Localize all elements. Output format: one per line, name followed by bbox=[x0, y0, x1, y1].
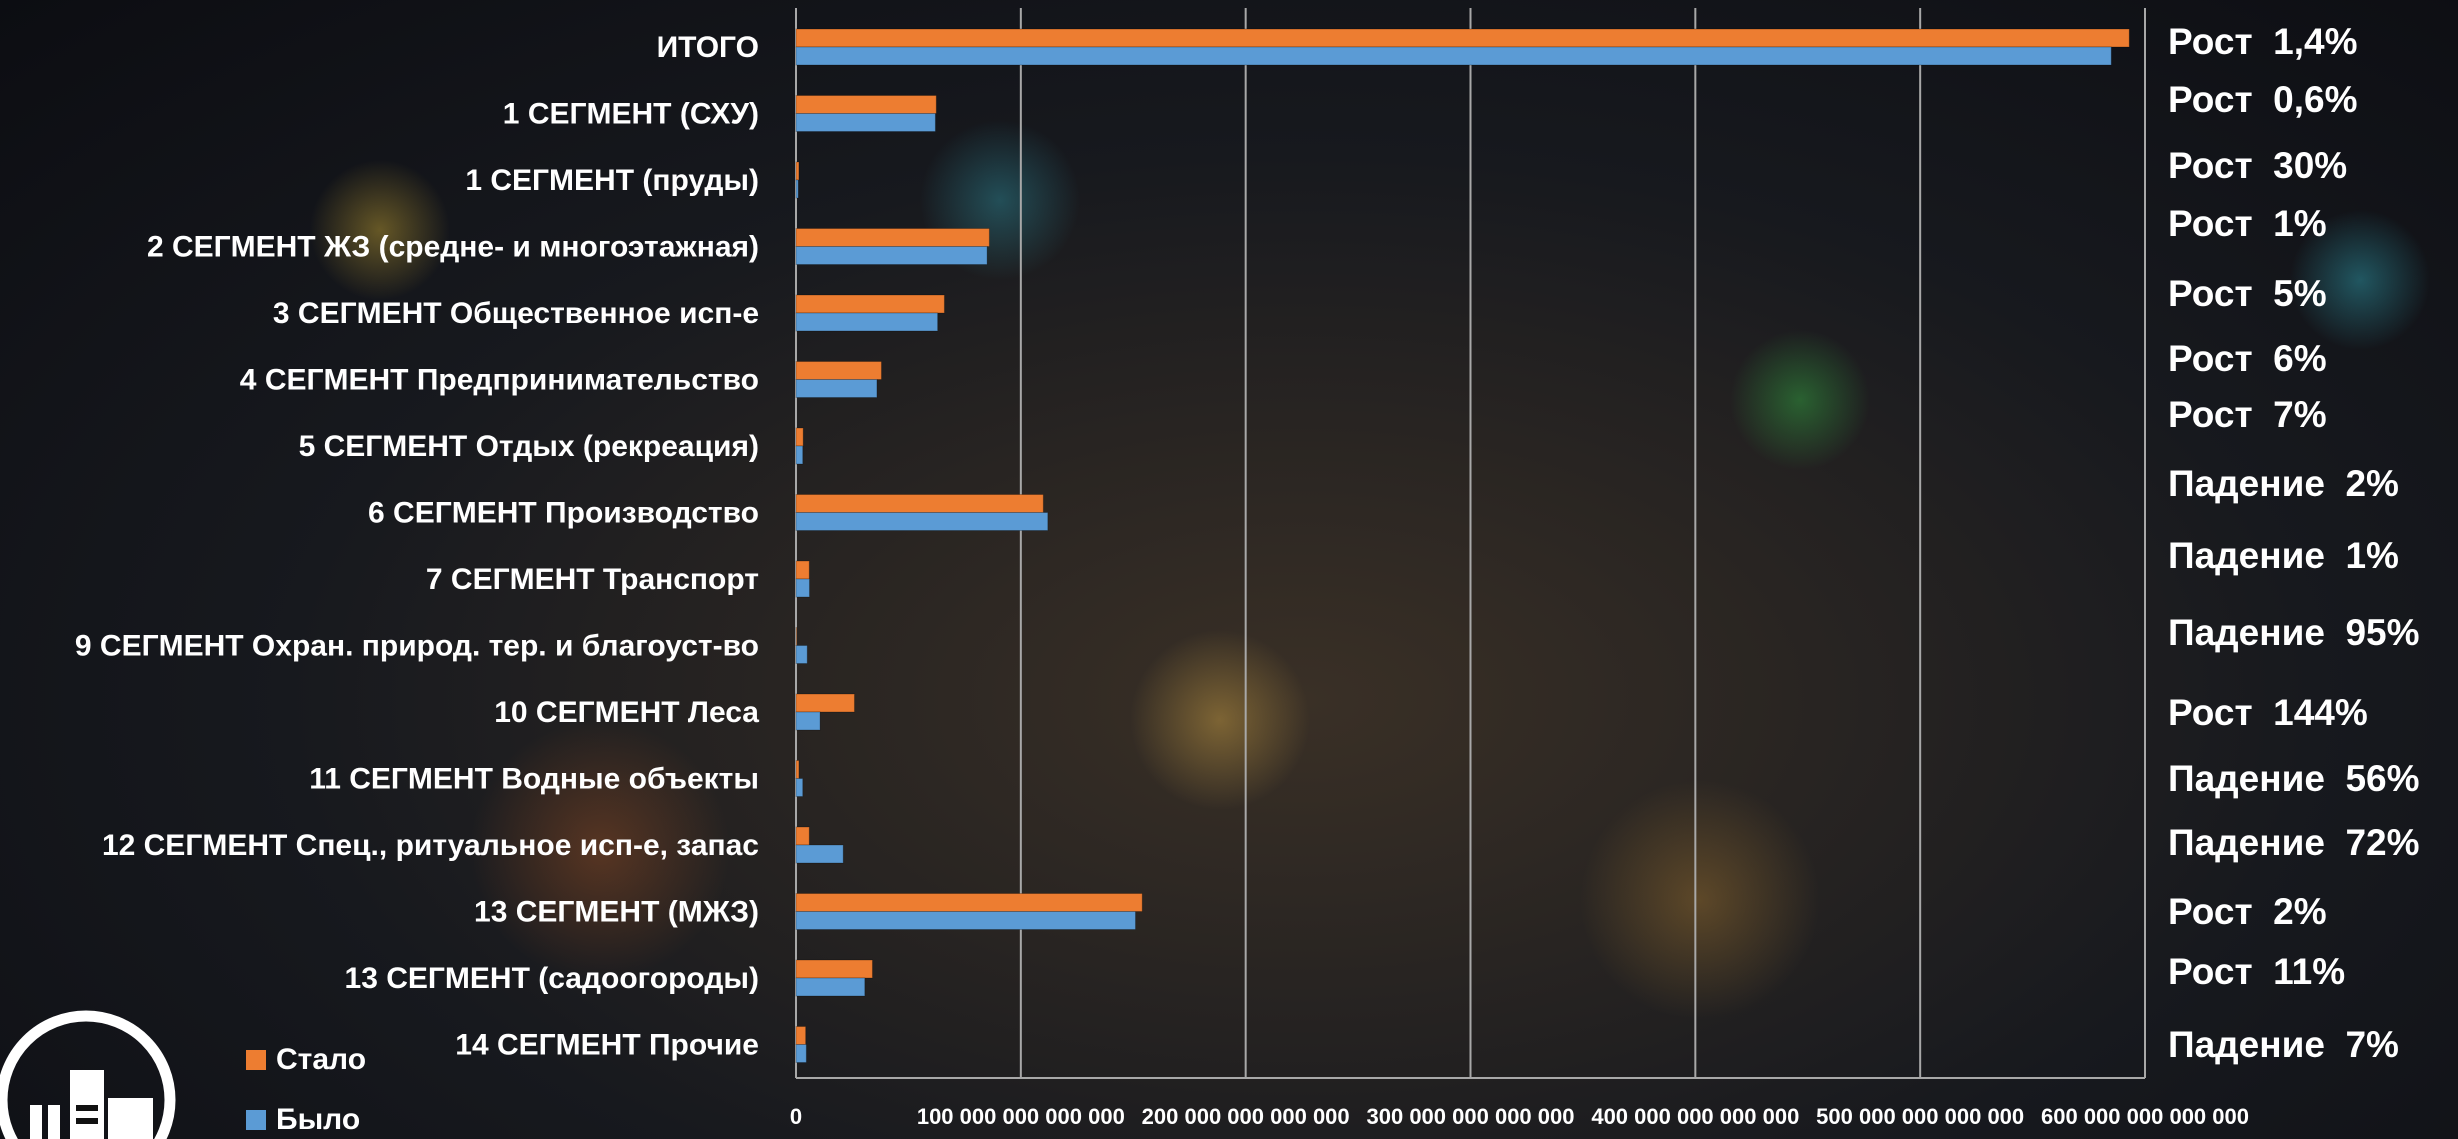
logo-shape bbox=[30, 1105, 42, 1139]
bar bbox=[796, 894, 1142, 912]
bar bbox=[796, 912, 1135, 930]
bar bbox=[796, 380, 877, 398]
chart: 0 100 000 000 000 000 200 000 000 000 000 3… bbox=[0, 0, 2458, 1139]
annotation: Рост 144% bbox=[2168, 692, 2368, 733]
annotation: Падение 56% bbox=[2168, 758, 2420, 799]
y-tick-label: 1 СЕГМЕНТ (пруды) bbox=[465, 164, 759, 197]
annotation: Рост 0,6% bbox=[2168, 79, 2357, 120]
legend-swatch bbox=[246, 1110, 266, 1130]
annotation: Рост 11% bbox=[2168, 951, 2345, 992]
y-tick-label: 14 СЕГМЕНТ Прочие bbox=[455, 1028, 759, 1061]
bar bbox=[796, 446, 803, 464]
y-tick-label: 1 СЕГМЕНТ (СХУ) bbox=[503, 97, 759, 130]
y-tick-label: 2 СЕГМЕНТ ЖЗ (средне- и многоэтажная) bbox=[147, 230, 759, 263]
y-tick-label: 13 СЕГМЕНТ (садоогороды) bbox=[345, 962, 759, 995]
bar bbox=[796, 495, 1043, 513]
bar bbox=[796, 761, 799, 779]
x-tick-label: 100 000 000 000 000 bbox=[917, 1104, 1125, 1129]
bar bbox=[796, 313, 938, 331]
y-tick-label: 4 СЕГМЕНТ Предпринимательство bbox=[240, 363, 759, 396]
annotation: Рост 30% bbox=[2168, 145, 2347, 186]
bar bbox=[796, 428, 803, 446]
annotation: Рост 5% bbox=[2168, 273, 2327, 314]
y-tick-label: 5 СЕГМЕНТ Отдых (рекреация) bbox=[299, 430, 759, 463]
annotation: Падение 95% bbox=[2168, 612, 2420, 653]
bar bbox=[796, 845, 843, 863]
y-tick-label: 12 СЕГМЕНТ Спец., ритуальное исп-е, запа… bbox=[102, 829, 759, 862]
y-tick-label: 6 СЕГМЕНТ Производство bbox=[368, 496, 759, 529]
bar bbox=[796, 29, 2129, 47]
bar bbox=[796, 960, 872, 978]
x-tick-label: 300 000 000 000 000 bbox=[1367, 1104, 1575, 1129]
logo-shape bbox=[76, 1105, 98, 1111]
bar bbox=[796, 628, 797, 646]
y-tick-label: 11 СЕГМЕНТ Водные объекты bbox=[309, 762, 759, 795]
logo bbox=[2, 1016, 170, 1139]
bar bbox=[796, 561, 809, 579]
bar bbox=[796, 579, 809, 597]
x-tick-label: 0 bbox=[790, 1104, 802, 1129]
logo-shape bbox=[70, 1070, 104, 1139]
y-tick-label: ИТОГО bbox=[657, 31, 759, 64]
annotation: Рост 1,4% bbox=[2168, 21, 2357, 62]
y-tick-label: 9 СЕГМЕНТ Охран. природ. тер. и благоуст… bbox=[75, 629, 759, 662]
x-tick-label: 200 000 000 000 000 bbox=[1142, 1104, 1350, 1129]
bar bbox=[796, 247, 987, 265]
annotation: Падение 1% bbox=[2168, 535, 2399, 576]
annotation: Рост 7% bbox=[2168, 394, 2327, 435]
x-tick-label: 400 000 000 000 000 bbox=[1591, 1104, 1799, 1129]
annotation: Падение 7% bbox=[2168, 1024, 2399, 1065]
bar bbox=[796, 712, 820, 730]
bar bbox=[796, 1027, 806, 1045]
annotation: Рост 2% bbox=[2168, 891, 2327, 932]
bar bbox=[796, 229, 989, 247]
bar bbox=[796, 513, 1048, 531]
bar bbox=[796, 96, 936, 114]
bar bbox=[796, 779, 803, 797]
logo-shape bbox=[108, 1098, 153, 1139]
x-tick-label: 500 000 000 000 000 bbox=[1816, 1104, 2024, 1129]
legend-swatch bbox=[246, 1050, 266, 1070]
bar bbox=[796, 362, 881, 380]
y-tick-label: 10 СЕГМЕНТ Леса bbox=[494, 696, 759, 729]
logo-shape bbox=[48, 1105, 60, 1139]
annotation: Падение 2% bbox=[2168, 463, 2399, 504]
bar bbox=[796, 180, 798, 198]
y-tick-label: 7 СЕГМЕНТ Транспорт bbox=[426, 563, 759, 596]
logo-shape bbox=[76, 1118, 98, 1124]
bar bbox=[796, 646, 807, 664]
legend-label: Стало bbox=[276, 1043, 366, 1076]
bar bbox=[796, 827, 809, 845]
annotation: Рост 1% bbox=[2168, 203, 2327, 244]
bar bbox=[796, 114, 935, 132]
page: 0 100 000 000 000 000 200 000 000 000 000 3… bbox=[0, 0, 2458, 1139]
annotation: Рост 6% bbox=[2168, 338, 2327, 379]
bar bbox=[796, 978, 865, 996]
bar bbox=[796, 47, 2111, 65]
x-tick-label: 600 000 000 000 000 bbox=[2041, 1104, 2249, 1129]
y-tick-label: 13 СЕГМЕНТ (МЖЗ) bbox=[474, 895, 759, 928]
bar bbox=[796, 694, 854, 712]
bar bbox=[796, 295, 944, 313]
bar bbox=[796, 1045, 806, 1063]
y-tick-label: 3 СЕГМЕНТ Общественное исп-е bbox=[273, 297, 759, 330]
legend-label: Было bbox=[276, 1103, 360, 1136]
bar bbox=[796, 162, 799, 180]
annotation: Падение 72% bbox=[2168, 822, 2420, 863]
